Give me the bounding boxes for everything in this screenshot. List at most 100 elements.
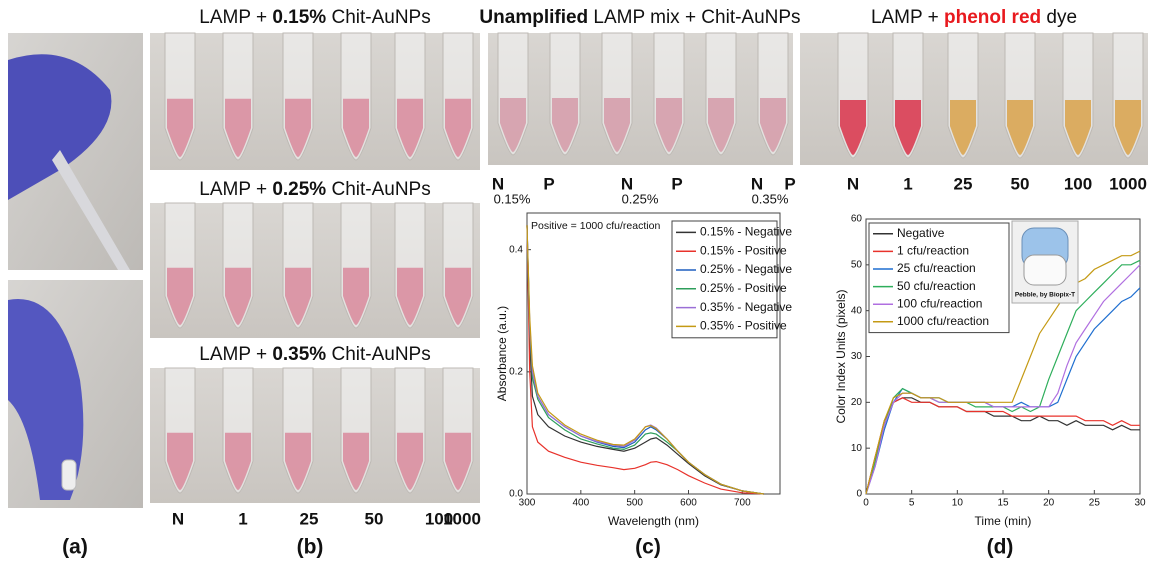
title-part: LAMP + bbox=[871, 7, 944, 28]
x-axis-label: Time (min) bbox=[975, 514, 1032, 528]
tube-liquid bbox=[895, 100, 921, 155]
tube-label: 50 bbox=[1011, 174, 1030, 193]
tube-liquid bbox=[225, 98, 251, 157]
title-part: 0.25% bbox=[272, 179, 326, 200]
x-tick-label: 25 bbox=[1089, 498, 1101, 509]
tube-label: 1000 bbox=[1109, 174, 1147, 193]
panel-title: LAMP + 0.15% Chit-AuNPs bbox=[199, 7, 430, 28]
legend-label: 0.15% - Negative bbox=[700, 225, 792, 239]
y-tick-label: 50 bbox=[851, 259, 863, 270]
tube-liquid bbox=[167, 98, 193, 157]
photo-background bbox=[488, 33, 793, 165]
series-line bbox=[526, 225, 764, 495]
tube-liquid bbox=[397, 432, 423, 490]
panel-label: (d) bbox=[987, 536, 1014, 559]
photo-background bbox=[150, 368, 480, 503]
title-part: LAMP + bbox=[199, 7, 272, 28]
tube-liquid bbox=[397, 267, 423, 325]
panel-title: LAMP + 0.25% Chit-AuNPs bbox=[199, 179, 430, 200]
tube-liquid bbox=[445, 267, 471, 325]
series-line bbox=[865, 397, 1140, 495]
x-tick-label: 500 bbox=[626, 498, 643, 509]
tube-liquid bbox=[445, 98, 471, 157]
title-part: dye bbox=[1041, 7, 1077, 28]
x-tick-label: 300 bbox=[519, 498, 536, 509]
y-tick-label: 20 bbox=[851, 397, 863, 408]
x-axis-label: Wavelength (nm) bbox=[608, 514, 699, 528]
tube-liquid bbox=[552, 98, 578, 152]
tube-label: 1 bbox=[238, 509, 247, 528]
x-tick-label: 700 bbox=[734, 498, 751, 509]
title-part: Chit-AuNPs bbox=[326, 179, 431, 200]
tube bbox=[61, 459, 77, 491]
tube-liquid bbox=[1065, 100, 1091, 155]
x-tick-label: 30 bbox=[1134, 498, 1146, 509]
tube-liquid bbox=[285, 267, 311, 325]
y-axis-label: Absorbance (a.u.) bbox=[495, 306, 509, 401]
tube-liquid bbox=[760, 98, 786, 152]
inset-caption: Pebble, by Biopix-T bbox=[1015, 292, 1075, 299]
annotation: Positive = 1000 cfu/reaction bbox=[531, 220, 660, 232]
legend-label: Negative bbox=[897, 226, 945, 240]
legend-label: 0.25% - Negative bbox=[700, 262, 792, 276]
title-part: 0.15% bbox=[272, 7, 326, 28]
panel-title: LAMP + 0.35% Chit-AuNPs bbox=[199, 344, 430, 365]
tube-liquid bbox=[656, 98, 682, 152]
tube-liquid bbox=[225, 267, 251, 325]
tube-liquid bbox=[343, 432, 369, 490]
tube-liquid bbox=[708, 98, 734, 152]
tube-label: P bbox=[543, 174, 554, 193]
x-tick-label: 400 bbox=[572, 498, 589, 509]
panel-label: (a) bbox=[62, 536, 88, 559]
x-tick-label: 20 bbox=[1043, 498, 1055, 509]
tube-liquid bbox=[840, 100, 866, 155]
concentration-label: 0.15% bbox=[494, 191, 531, 206]
tube-liquid bbox=[225, 432, 251, 490]
legend-box bbox=[868, 222, 1010, 334]
tube-liquid bbox=[500, 98, 526, 152]
y-tick-label: 40 bbox=[851, 305, 863, 316]
legend-label: 1 cfu/reaction bbox=[897, 244, 969, 258]
y-tick-label: 10 bbox=[851, 443, 863, 454]
legend-label: 0.15% - Positive bbox=[700, 243, 787, 257]
photo-a bbox=[8, 33, 143, 508]
tube-liquid bbox=[343, 267, 369, 325]
y-tick-label: 0.2 bbox=[509, 366, 523, 377]
title-part: LAMP + bbox=[199, 344, 272, 365]
y-tick-label: 0.4 bbox=[509, 244, 523, 255]
title-part: LAMP mix + Chit-AuNPs bbox=[588, 7, 800, 28]
y-axis-label: Color Index Units (pixels) bbox=[834, 289, 848, 423]
legend-label: 1000 cfu/reaction bbox=[897, 314, 989, 328]
tube-label: 100 bbox=[425, 509, 453, 528]
glove bbox=[8, 299, 84, 500]
series-line bbox=[526, 225, 764, 495]
x-tick-label: 600 bbox=[680, 498, 697, 509]
tube-label: 1 bbox=[903, 174, 912, 193]
tube-label: N bbox=[621, 174, 633, 193]
tube-liquid bbox=[950, 100, 976, 155]
legend-label: 0.25% - Positive bbox=[700, 281, 787, 295]
tube-label: N bbox=[492, 174, 504, 193]
tube-liquid bbox=[285, 432, 311, 490]
series-line bbox=[865, 250, 1141, 495]
tube-label: N bbox=[847, 174, 859, 193]
legend-label: 100 cfu/reaction bbox=[897, 296, 982, 310]
title-part: Chit-AuNPs bbox=[326, 344, 431, 365]
title-part: phenol red bbox=[944, 7, 1041, 28]
tube-liquid bbox=[343, 98, 369, 157]
tube-label: 50 bbox=[365, 509, 384, 528]
title-part: Unamplified bbox=[479, 7, 588, 28]
tube-liquid bbox=[167, 267, 193, 325]
tube-liquid bbox=[167, 432, 193, 490]
y-tick-label: 30 bbox=[851, 351, 863, 362]
panel-title: Unamplified LAMP mix + Chit-AuNPs bbox=[479, 7, 800, 28]
photo-background bbox=[150, 203, 480, 338]
tube-label: 1000 bbox=[443, 509, 481, 528]
legend-label: 0.35% - Positive bbox=[700, 319, 787, 333]
tube-liquid bbox=[604, 98, 630, 152]
series-line bbox=[526, 225, 764, 495]
panel-title: LAMP + phenol red dye bbox=[871, 7, 1077, 28]
panel-label: (c) bbox=[635, 536, 661, 559]
tube-liquid bbox=[397, 98, 423, 157]
